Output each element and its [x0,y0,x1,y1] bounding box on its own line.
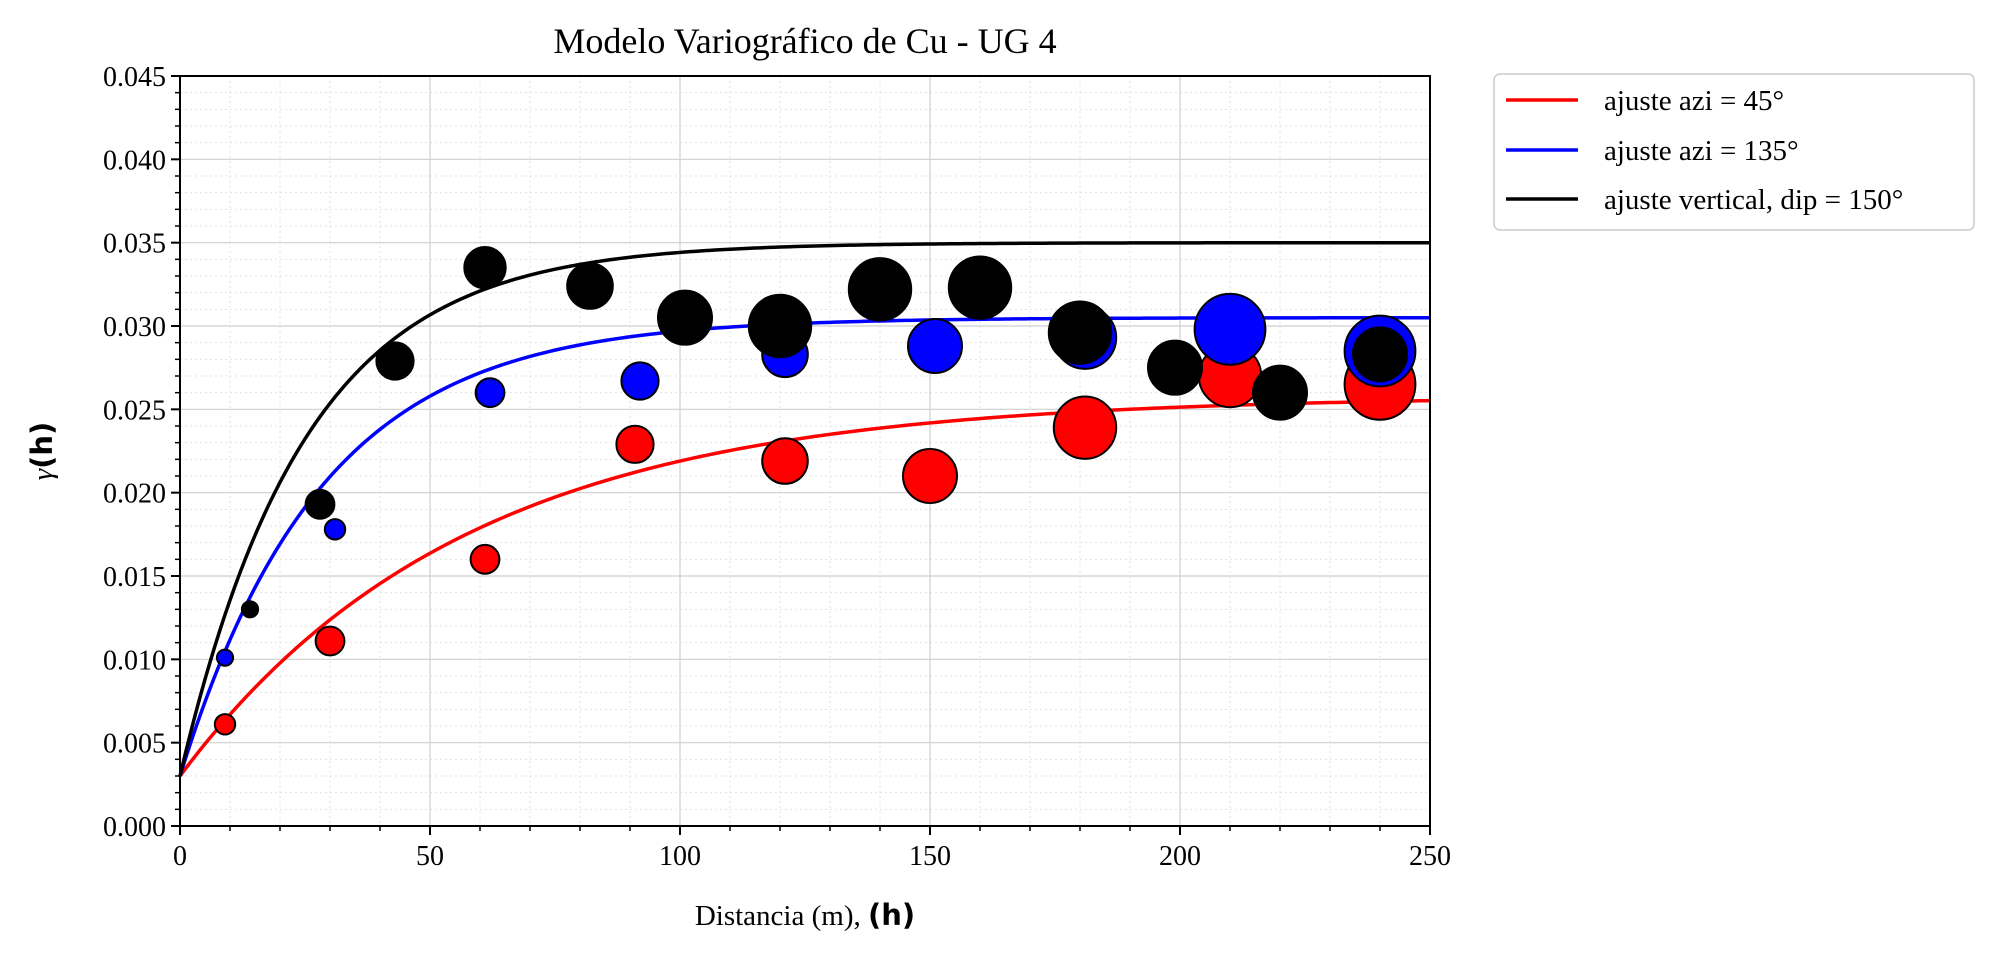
plot-frame [179,75,1431,827]
point-black [1352,326,1408,383]
point-red [314,625,346,657]
axis-ticks: 0 50 100 150 200 250 0.000 0.005 0.010 0.015 0.020… [103,62,1451,872]
point-black [375,341,415,381]
point-black [1047,300,1113,365]
y-tick-label: 0.015 [103,562,166,593]
x-tick-label: 100 [659,841,701,872]
point-black [1147,339,1203,396]
point-black [747,293,813,359]
point-black [566,262,614,310]
y-tick-label: 0.000 [103,812,166,843]
point-blue [1193,292,1267,366]
x-tick-label: 250 [1409,841,1451,872]
legend-label-blue: ajuste azi = 135° [1604,135,1799,167]
chart-title: Modelo Variográfico de Cu - UG 4 [553,21,1056,61]
legend-label-black: ajuste vertical, dip = 150° [1604,184,1903,216]
x-tick-label: 200 [1159,841,1201,872]
point-red [902,448,958,504]
x-tick-label: 150 [909,841,951,872]
y-tick-label: 0.005 [103,729,166,760]
point-black [463,245,507,290]
point-black [1252,364,1308,421]
y-tick-label: 0.035 [103,229,166,260]
legend: ajuste azi = 45° ajuste azi = 135° ajust… [1493,73,1975,231]
legend-box [1493,73,1975,231]
x-axis-label-bold: (h) [868,898,915,932]
x-tick-label: 0 [173,841,187,872]
y-tick-label: 0.025 [103,395,166,426]
point-red [1052,395,1118,460]
legend-label-red: ajuste azi = 45° [1604,85,1784,117]
data-points [213,245,1417,736]
point-red [761,437,809,485]
y-tick-label: 0.020 [103,479,166,510]
point-red [469,543,501,575]
point-blue [474,377,506,409]
point-black [947,255,1013,320]
point-blue [907,318,963,374]
y-tick-label: 0.045 [103,62,166,93]
y-tick-label: 0.030 [103,312,166,343]
point-black [240,600,260,619]
x-axis-label-text: Distancia (m), [695,900,868,932]
point-black [847,257,913,322]
point-black [657,289,713,346]
y-axis-label-greek: γ [27,467,59,480]
point-blue [323,518,347,541]
point-black [304,488,336,520]
y-axis-label: γ(h) [25,422,59,481]
point-red [615,424,655,464]
y-tick-label: 0.010 [103,645,166,676]
y-tick-label: 0.040 [103,145,166,176]
point-red [213,713,237,736]
x-tick-label: 50 [416,841,444,872]
point-blue [620,361,660,401]
point-blue [215,648,235,667]
x-axis-label: Distancia (m), (h) [695,898,915,932]
y-axis-label-bold: (h) [25,422,59,469]
